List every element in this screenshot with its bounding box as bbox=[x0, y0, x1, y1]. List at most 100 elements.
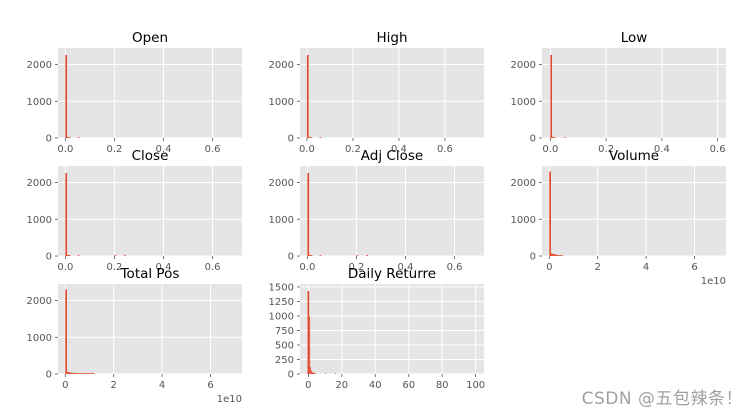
y-tick-label: 2000 bbox=[269, 178, 294, 189]
y-tick-label: 1000 bbox=[269, 311, 294, 322]
histogram-bar bbox=[325, 373, 326, 374]
x-tick-label: 0.2 bbox=[348, 262, 364, 273]
histogram-bar bbox=[65, 54, 68, 138]
histogram-bar bbox=[312, 372, 314, 374]
y-tick-label: 1000 bbox=[511, 97, 536, 108]
plot-area bbox=[300, 48, 484, 138]
subplot-0: 0.0 0.2 0.4 0.6 0 1000 2000 Open bbox=[27, 30, 242, 155]
histogram-bar bbox=[65, 289, 67, 374]
x-tick-label: 0.0 bbox=[57, 262, 73, 273]
x-tick-label: 0.4 bbox=[398, 262, 414, 273]
x-tick-label: 0 bbox=[305, 380, 311, 391]
histogram-bar bbox=[554, 254, 557, 256]
histogram-bar bbox=[319, 137, 322, 138]
y-tick-label: 0 bbox=[46, 370, 52, 381]
histogram-bar bbox=[552, 136, 554, 138]
histogram-bar bbox=[366, 255, 368, 256]
x-exponent-label: 1e10 bbox=[217, 394, 242, 405]
histogram-bar bbox=[73, 373, 76, 374]
x-tick-label: 80 bbox=[436, 380, 449, 391]
histogram-bar bbox=[67, 254, 69, 256]
x-tick-label: 0.0 bbox=[542, 144, 558, 155]
subplot-title: Daily Returre bbox=[348, 266, 436, 282]
x-tick-label: 6 bbox=[691, 262, 697, 273]
plot-area bbox=[542, 166, 726, 256]
histogram-bar bbox=[313, 373, 315, 374]
histogram-bar bbox=[92, 373, 95, 374]
x-tick-label: 0.2 bbox=[106, 144, 122, 155]
subplot-7: 0 20 40 60 80 1000250500750100012501500Daily … bbox=[269, 266, 486, 391]
watermark: CSDN @五包辣条！ bbox=[581, 389, 743, 409]
x-tick-label: 0.2 bbox=[598, 144, 614, 155]
x-tick-label: 0.4 bbox=[156, 262, 172, 273]
histogram-bar bbox=[310, 370, 312, 374]
histogram-bar bbox=[68, 372, 71, 374]
histogram-bar bbox=[561, 255, 563, 256]
histogram-bar bbox=[307, 172, 310, 256]
x-tick-label: 4 bbox=[159, 380, 165, 391]
y-tick-label: 1000 bbox=[27, 97, 52, 108]
histogram-bar bbox=[309, 254, 311, 256]
y-tick-label: 0 bbox=[530, 134, 536, 145]
histogram-bar bbox=[67, 136, 69, 138]
y-tick-label: 1250 bbox=[269, 297, 294, 308]
histogram-bar bbox=[564, 137, 566, 138]
y-tick-label: 2000 bbox=[269, 60, 294, 71]
y-tick-label: 1000 bbox=[27, 215, 52, 226]
subplot-title: Close bbox=[132, 148, 169, 164]
histogram-bar bbox=[75, 373, 78, 374]
y-tick-label: 2000 bbox=[511, 60, 536, 71]
histogram-bar bbox=[550, 54, 553, 138]
x-tick-label: 0.6 bbox=[447, 262, 463, 273]
subplot-title: High bbox=[376, 30, 407, 46]
histogram-bar bbox=[85, 373, 88, 374]
histogram-bar bbox=[552, 253, 555, 256]
histogram-bar bbox=[556, 254, 558, 256]
x-tick-label: 0.4 bbox=[391, 144, 407, 155]
histogram-bar bbox=[306, 54, 309, 138]
subplot-3: 0.0 0.2 0.4 0.6 0 1000 2000 Close bbox=[27, 148, 242, 273]
subplot-title: Low bbox=[621, 30, 648, 46]
histogram-bar bbox=[550, 253, 553, 256]
histogram-bar bbox=[310, 367, 311, 374]
x-tick-label: 0.0 bbox=[57, 144, 73, 155]
histogram-bar bbox=[310, 137, 313, 138]
subplot-2: 0.0 0.2 0.4 0.6 0 1000 2000 Low bbox=[511, 30, 726, 155]
subplot-title: Volume bbox=[609, 148, 659, 164]
histogram-bar bbox=[310, 255, 313, 256]
x-tick-label: 6 bbox=[207, 380, 213, 391]
subplot-1: 0.0 0.2 0.4 0.6 0 1000 2000 High bbox=[269, 30, 484, 155]
plot-area bbox=[542, 48, 726, 138]
x-tick-label: 0 bbox=[546, 262, 552, 273]
histogram-bar bbox=[114, 255, 117, 256]
y-tick-label: 1000 bbox=[27, 333, 52, 344]
histogram-bar bbox=[77, 255, 80, 256]
y-tick-label: 0 bbox=[46, 252, 52, 263]
y-tick-label: 1000 bbox=[269, 215, 294, 226]
subplot-6: 0 2 4 6 0 1000 2000 1e10 Total Pos bbox=[27, 266, 242, 405]
y-tick-label: 0 bbox=[530, 252, 536, 263]
histogram-bar bbox=[66, 371, 69, 374]
histogram-bar bbox=[80, 373, 83, 374]
histogram-bar bbox=[307, 290, 310, 374]
y-tick-label: 0 bbox=[288, 252, 294, 263]
histogram-bar bbox=[82, 373, 84, 374]
histogram-bar bbox=[315, 373, 316, 374]
histogram-bar bbox=[68, 137, 71, 138]
histogram-bar bbox=[308, 136, 311, 138]
histogram-bar bbox=[68, 255, 71, 256]
y-tick-label: 2000 bbox=[511, 178, 536, 189]
y-tick-label: 250 bbox=[275, 355, 294, 366]
histogram-bar bbox=[70, 372, 73, 374]
plot-area bbox=[300, 284, 484, 374]
x-tick-label: 40 bbox=[369, 380, 382, 391]
x-tick-label: 0.0 bbox=[299, 144, 315, 155]
histogram-bar bbox=[549, 171, 551, 256]
y-tick-label: 2000 bbox=[27, 60, 52, 71]
histogram-bar bbox=[83, 373, 86, 374]
histogram-bar bbox=[124, 255, 126, 256]
plot-area bbox=[300, 166, 484, 256]
y-tick-label: 1500 bbox=[269, 282, 294, 293]
x-tick-label: 0.6 bbox=[710, 144, 726, 155]
